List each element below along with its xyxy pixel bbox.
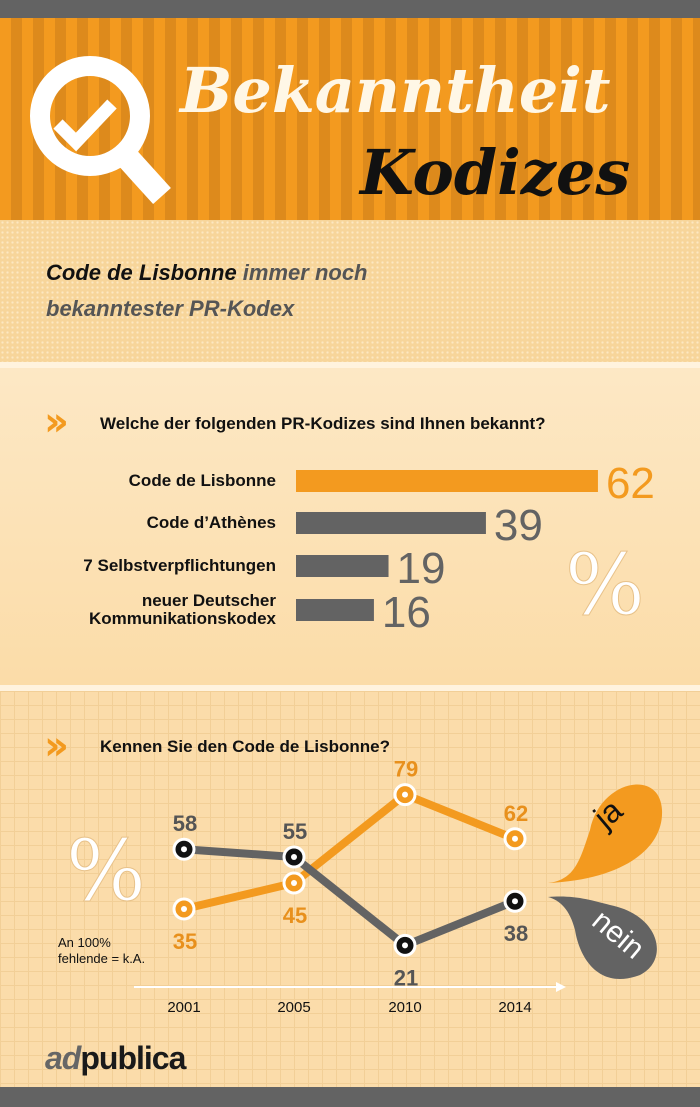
adpublica-logo: adpublica [45, 1040, 186, 1077]
data-label: 45 [283, 903, 307, 928]
data-label: 55 [283, 819, 307, 844]
x-tick-label: 2005 [277, 999, 310, 1016]
x-tick-label: 2010 [388, 999, 421, 1016]
data-point-center [402, 942, 408, 949]
top-bar [0, 0, 700, 18]
bar-category-label: 7 Selbstverpflichtungen [83, 557, 276, 575]
note-line-2: fehlende = k.A. [58, 951, 146, 966]
subtitle-strong: Code de Lisbonne [46, 260, 237, 285]
percent-sign: % [66, 822, 146, 920]
data-point-center [181, 906, 187, 912]
percent-sign: % [565, 536, 645, 634]
bar [296, 555, 389, 577]
line-chart-title: Kennen Sie den Code de Lisbonne? [100, 737, 390, 756]
data-point-center [512, 835, 518, 842]
data-label: 38 [504, 921, 528, 946]
bar-value-label: 19 [397, 544, 446, 593]
data-point-center [291, 854, 297, 860]
data-point-center [291, 880, 297, 886]
data-label: 21 [394, 965, 418, 990]
logo-part-1: ad [45, 1040, 81, 1076]
legend-bubble-ja [548, 784, 663, 883]
title-line-2: Kodizes [360, 136, 631, 209]
data-label: 79 [394, 757, 418, 782]
subtitle-rest: immer noch [236, 260, 368, 285]
subtitle-section: Code de Lisbonne immer noch bekanntester… [0, 220, 700, 362]
legend-bubble-nein [548, 896, 657, 979]
bar-value-label: 62 [606, 459, 655, 508]
data-point-center [402, 791, 408, 798]
bar-value-label: 16 [382, 588, 431, 637]
logo-part-2: publica [80, 1040, 186, 1076]
magnifier-check-icon [30, 56, 171, 205]
bar [296, 470, 598, 492]
bar-chart-title: Welche der folgenden PR-Kodizes sind Ihn… [100, 414, 546, 433]
bar-category-label: Code de Lisbonne [129, 472, 276, 490]
label-line: Code de Lisbonne [128, 471, 276, 490]
bar-value-label: 39 [494, 501, 543, 550]
series-line-ja [183, 790, 517, 913]
data-point-center [512, 898, 518, 905]
subtitle-line-2: bekanntester PR-Kodex [46, 296, 295, 321]
bottom-bar [0, 1087, 700, 1107]
bar-category-label: neuer Deutscher Kommunikationskodex [89, 592, 276, 628]
label-line: neuer Deutscher [141, 591, 276, 610]
series-line-nein [183, 845, 517, 950]
header-banner: Bekanntheit Kodizes [0, 18, 700, 220]
data-label: 62 [504, 801, 528, 826]
x-tick-label: 2001 [167, 999, 200, 1016]
data-label: 35 [173, 929, 197, 954]
note-line-1: An 100% [58, 935, 111, 950]
data-point-center [181, 846, 187, 853]
data-label: 58 [173, 811, 197, 836]
title-line-1: Bekanntheit [180, 54, 611, 127]
bar [296, 512, 486, 534]
label-line: Code d’Athènes [146, 513, 276, 532]
x-tick-label: 2014 [498, 999, 531, 1016]
chart-note: An 100% fehlende = k.A. [58, 935, 145, 967]
x-axis-arrow [556, 982, 566, 992]
line-chart-section [0, 691, 700, 1087]
divider [0, 685, 700, 691]
bar [296, 599, 374, 621]
label-line: 7 Selbstverpflichtungen [83, 556, 276, 575]
label-line: Kommunikationskodex [88, 609, 276, 628]
bar-category-label: Code d’Athènes [147, 514, 276, 532]
divider [0, 362, 700, 368]
